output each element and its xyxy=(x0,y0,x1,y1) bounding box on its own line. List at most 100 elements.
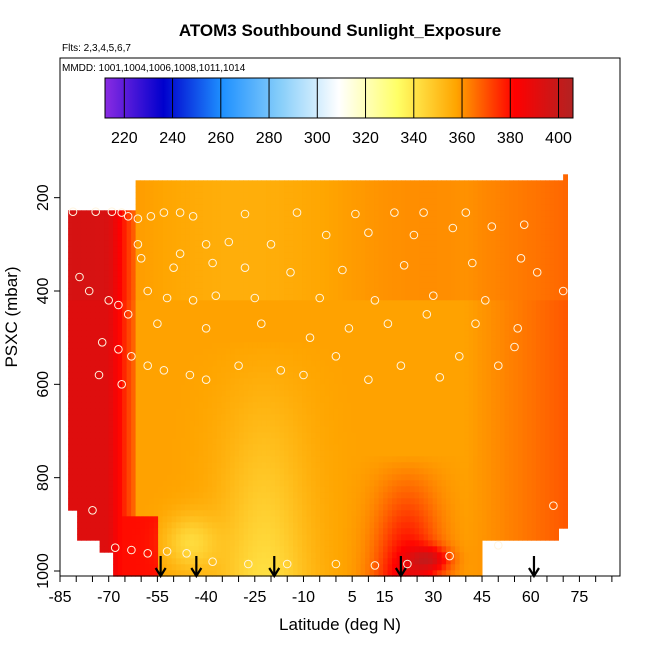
heatmap-cell xyxy=(387,492,393,499)
heatmap-cell xyxy=(383,564,388,571)
heatmap-cell xyxy=(356,324,361,331)
heatmap-cell xyxy=(414,462,420,469)
heatmap-cell xyxy=(374,516,379,523)
heatmap-cell xyxy=(230,216,235,223)
heatmap-cell xyxy=(230,300,235,307)
heatmap-cell xyxy=(122,534,127,541)
heatmap-cell xyxy=(360,246,366,253)
heatmap-cell xyxy=(392,564,397,571)
heatmap-cell xyxy=(396,228,402,235)
heatmap-cell xyxy=(212,570,217,577)
heatmap-cell xyxy=(360,300,366,307)
heatmap-cell xyxy=(405,432,411,439)
heatmap-cell xyxy=(306,408,312,415)
heatmap-cell xyxy=(221,462,226,469)
heatmap-cell xyxy=(410,546,415,553)
heatmap-cell xyxy=(329,498,334,505)
heatmap-cell xyxy=(248,516,253,523)
heatmap-cell xyxy=(338,228,343,235)
heatmap-cell xyxy=(392,204,397,211)
heatmap-cell xyxy=(149,276,154,283)
heatmap-cell xyxy=(189,342,195,349)
heatmap-cell xyxy=(122,306,127,313)
heatmap-cell xyxy=(266,192,271,199)
heatmap-cell xyxy=(356,378,361,385)
heatmap-cell xyxy=(77,306,82,313)
heatmap-cell xyxy=(81,438,87,445)
heatmap-cell xyxy=(284,444,289,451)
heatmap-cell xyxy=(338,306,343,313)
heatmap-cell xyxy=(378,222,384,229)
heatmap-cell xyxy=(275,510,280,517)
heatmap-cell xyxy=(77,528,82,535)
heatmap-cell xyxy=(351,216,357,223)
heatmap-cell xyxy=(162,468,168,475)
heatmap-cell xyxy=(405,462,411,469)
heatmap-cell xyxy=(320,444,325,451)
heatmap-cell xyxy=(374,366,379,373)
heatmap-cell xyxy=(203,312,208,319)
heatmap-cell xyxy=(360,336,366,343)
heatmap-cell xyxy=(356,318,361,325)
heatmap-cell xyxy=(248,264,253,271)
heatmap-cell xyxy=(86,318,91,325)
heatmap-cell xyxy=(212,222,217,229)
heatmap-cell xyxy=(356,276,361,283)
heatmap-cell xyxy=(225,378,231,385)
heatmap-cell xyxy=(104,456,109,463)
heatmap-cell xyxy=(320,216,325,223)
heatmap-cell xyxy=(135,546,141,553)
heatmap-cell xyxy=(401,468,406,475)
heatmap-cell xyxy=(392,222,397,229)
heatmap-cell xyxy=(261,432,267,439)
heatmap-cell xyxy=(405,516,411,523)
heatmap-cell xyxy=(302,186,307,193)
heatmap-cell xyxy=(167,372,172,379)
heatmap-cell xyxy=(104,498,109,505)
heatmap-cell xyxy=(239,348,244,355)
heatmap-cell xyxy=(279,420,285,427)
heatmap-cell xyxy=(279,474,285,481)
heatmap-cell xyxy=(113,372,118,379)
heatmap-cell xyxy=(293,570,298,577)
heatmap-cell xyxy=(194,204,199,211)
heatmap-cell xyxy=(162,180,168,187)
heatmap-cell xyxy=(126,462,132,469)
heatmap-cell xyxy=(275,192,280,199)
heatmap-cell xyxy=(261,186,267,193)
heatmap-cell xyxy=(131,222,136,229)
heatmap-cell xyxy=(243,318,249,325)
heatmap-cell xyxy=(122,246,127,253)
heatmap-cell xyxy=(162,570,168,577)
heatmap-cell xyxy=(347,336,352,343)
heatmap-cell xyxy=(203,546,208,553)
heatmap-cell xyxy=(77,498,82,505)
heatmap-cell xyxy=(117,288,123,295)
heatmap-cell xyxy=(99,384,105,391)
heatmap-cell xyxy=(401,480,406,487)
heatmap-cell xyxy=(365,516,370,523)
heatmap-cell xyxy=(81,384,87,391)
heatmap-cell xyxy=(225,324,231,331)
heatmap-cell xyxy=(122,504,127,511)
heatmap-cell xyxy=(140,450,145,457)
heatmap-cell xyxy=(230,222,235,229)
heatmap-cell xyxy=(284,462,289,469)
heatmap-cell xyxy=(122,540,127,547)
heatmap-cell xyxy=(338,192,343,199)
heatmap-cell xyxy=(95,492,100,499)
heatmap-cell xyxy=(81,210,87,217)
heatmap-cell xyxy=(113,468,118,475)
heatmap-cell xyxy=(360,420,366,427)
heatmap-cell xyxy=(342,504,348,511)
heatmap-cell xyxy=(252,480,258,487)
heatmap-cell xyxy=(374,540,379,547)
heatmap-cell xyxy=(414,456,420,463)
heatmap-cell xyxy=(198,438,204,445)
heatmap-cell xyxy=(99,288,105,295)
heatmap-cell xyxy=(320,510,325,517)
heatmap-cell xyxy=(234,186,240,193)
heatmap-cell xyxy=(356,558,361,565)
heatmap-cell xyxy=(279,390,285,397)
heatmap-cell xyxy=(117,336,123,343)
